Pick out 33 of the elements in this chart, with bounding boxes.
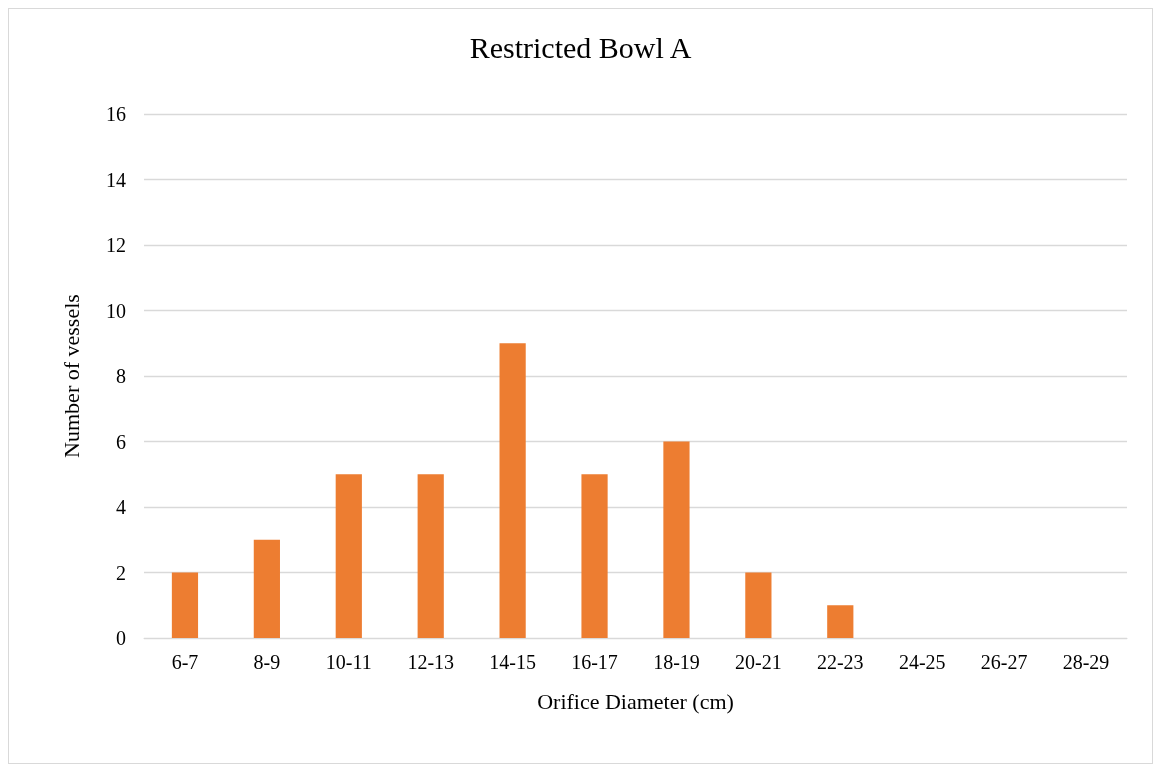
y-axis-title: Number of vessels <box>58 294 84 458</box>
chart-title: Restricted Bowl A <box>469 30 692 64</box>
bar <box>417 474 444 638</box>
x-tick-label: 8-9 <box>253 651 281 673</box>
x-tick-label: 28-29 <box>1062 651 1110 673</box>
x-tick-label: 22-23 <box>816 651 864 673</box>
x-tick-label: 10-11 <box>325 651 372 673</box>
y-tick-label: 10 <box>106 299 126 322</box>
x-tick-label: 6-7 <box>171 651 199 673</box>
bar <box>581 474 608 638</box>
bar <box>499 343 526 638</box>
y-tick-label: 12 <box>106 234 126 256</box>
bar <box>827 605 854 638</box>
y-tick-label: 4 <box>116 496 126 518</box>
y-tick-label: 0 <box>116 627 126 649</box>
y-tick-label: 2 <box>116 561 126 584</box>
x-tick-label: 16-17 <box>571 651 618 673</box>
y-tick-label: 6 <box>116 430 126 453</box>
x-axis-title: Orifice Diameter (cm) <box>537 688 734 714</box>
bar <box>171 572 199 638</box>
bar <box>745 572 772 638</box>
bar <box>335 474 362 638</box>
x-tick-label: 26-27 <box>980 651 1028 673</box>
bar <box>253 539 280 638</box>
x-tick-label: 18-19 <box>653 651 700 673</box>
x-tick-label: 14-15 <box>489 651 536 673</box>
y-tick-label: 14 <box>106 168 126 191</box>
y-tick-label: 8 <box>116 365 126 387</box>
bar <box>663 441 690 638</box>
x-tick-label: 12-13 <box>407 651 455 673</box>
y-tick-label: 16 <box>106 103 126 125</box>
x-tick-label: 20-21 <box>735 651 782 673</box>
x-tick-label: 24-25 <box>898 651 946 673</box>
